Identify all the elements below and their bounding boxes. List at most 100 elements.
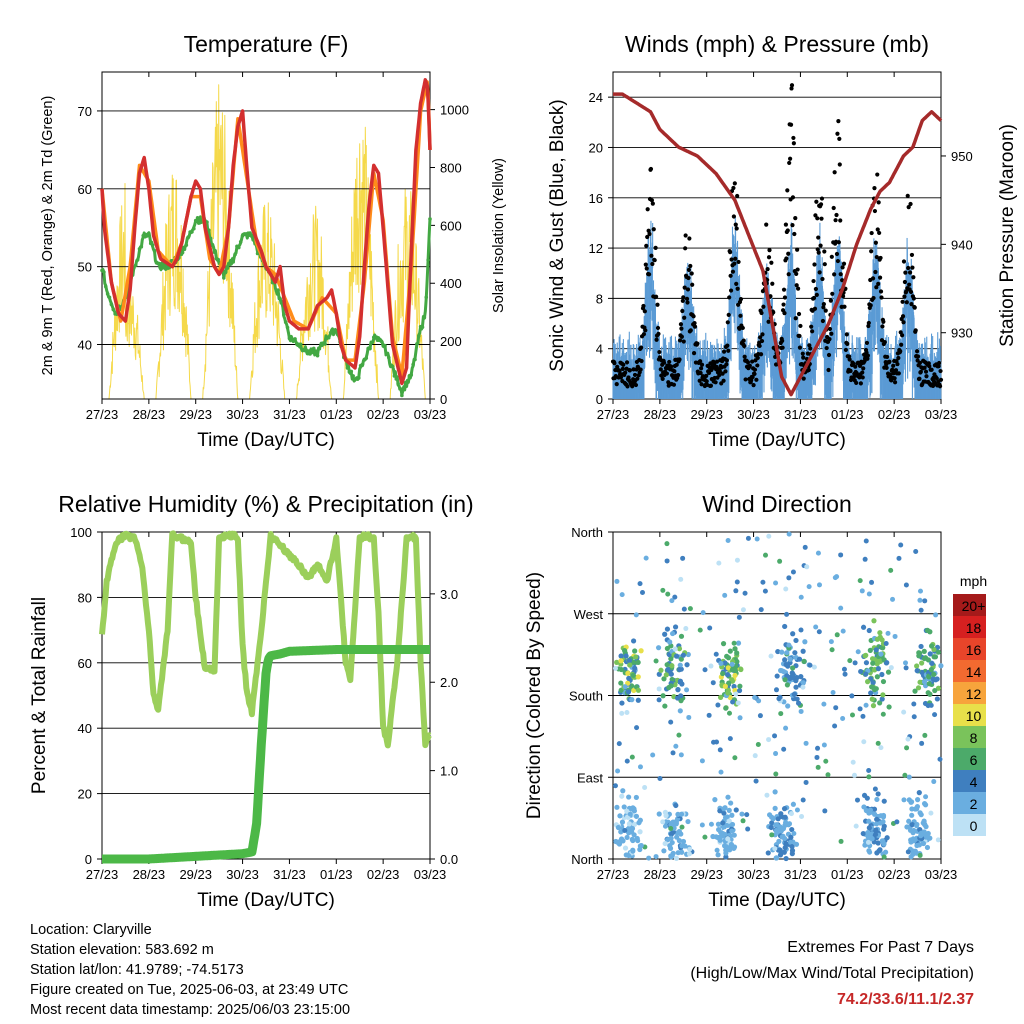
direction-point — [678, 831, 684, 837]
direction-point — [732, 755, 738, 761]
direction-point — [917, 852, 923, 858]
gust-point — [723, 369, 728, 374]
gust-point — [904, 300, 909, 305]
gust-point — [915, 349, 920, 354]
gust-point — [750, 359, 755, 364]
direction-point — [782, 623, 788, 630]
gust-point — [913, 328, 918, 333]
direction-point — [914, 823, 920, 829]
gust-point — [786, 251, 791, 256]
gust-point — [896, 355, 901, 361]
y-axis-label: Percent & Total Rainfall — [29, 597, 50, 794]
direction-point — [734, 659, 740, 665]
direction-point — [800, 797, 806, 803]
direction-point — [763, 552, 769, 558]
x-tick-label: 31/23 — [784, 407, 817, 422]
direction-point — [669, 663, 675, 669]
direction-point — [798, 627, 804, 633]
direction-point — [672, 594, 678, 600]
gust-point — [791, 141, 796, 146]
direction-point — [903, 660, 909, 666]
gust-point — [679, 326, 684, 331]
x-tick-label: 02/23 — [878, 407, 911, 422]
direction-point — [769, 814, 775, 820]
direction-point — [626, 853, 632, 859]
direction-point — [629, 697, 635, 703]
direction-point — [874, 796, 880, 803]
x-tick-label: 29/23 — [690, 867, 723, 882]
gust-point — [833, 218, 838, 223]
direction-point — [618, 658, 624, 664]
gust-point — [699, 362, 705, 367]
direction-point — [875, 840, 881, 846]
direction-point — [778, 711, 784, 717]
plot-frame — [101, 531, 431, 860]
gust-point — [881, 319, 886, 324]
direction-point — [731, 832, 737, 838]
direction-point — [669, 598, 675, 604]
dewpoint-point — [195, 216, 200, 220]
direction-point — [875, 666, 881, 672]
direction-point — [834, 632, 840, 638]
y-tick-label: 4 — [596, 342, 603, 357]
colorbar-swatch — [953, 814, 986, 836]
direction-point — [785, 822, 791, 828]
direction-point — [935, 649, 941, 655]
gust-point — [838, 218, 843, 223]
direction-point — [670, 750, 676, 756]
direction-point — [727, 736, 733, 742]
extremes-subtitle: (High/Low/Max Wind/Total Precipitation) — [690, 965, 974, 982]
direction-point — [868, 690, 874, 696]
gust-point — [861, 366, 866, 371]
y2-tick-label: 930 — [951, 326, 973, 341]
direction-point — [840, 628, 846, 634]
direction-point — [769, 832, 775, 838]
gust-point — [641, 303, 646, 309]
gust-point — [873, 269, 878, 275]
gust-point — [721, 349, 727, 354]
gust-point — [887, 359, 892, 364]
dewpoint-point — [416, 334, 421, 338]
direction-point — [724, 814, 730, 820]
direction-point — [866, 818, 872, 824]
gust-point — [826, 352, 832, 358]
direction-point — [626, 794, 632, 800]
gust-point — [706, 370, 712, 375]
direction-point — [931, 779, 937, 785]
humidity-line — [99, 530, 433, 749]
gust-point — [682, 315, 687, 320]
direction-point — [925, 657, 931, 663]
direction-point — [870, 660, 876, 666]
dewpoint-point — [223, 269, 228, 274]
direction-point — [773, 771, 779, 777]
direction-point — [633, 813, 640, 819]
gust-point — [632, 372, 638, 378]
gust-point — [645, 234, 650, 240]
gust-point — [808, 346, 813, 351]
direction-point — [866, 767, 872, 773]
direction-point — [905, 849, 911, 855]
x-tick-label: 02/23 — [367, 407, 400, 422]
y2-tick-label: 200 — [440, 334, 462, 349]
direction-point — [733, 588, 739, 594]
gust-point — [783, 222, 789, 227]
direction-point — [866, 825, 872, 831]
gust-point — [727, 295, 732, 300]
colorbar-label: 16 — [966, 642, 982, 658]
gust-point — [903, 270, 908, 275]
colorbar-swatch — [953, 770, 986, 792]
direction-point — [717, 837, 723, 843]
y-tick-label: 60 — [78, 656, 92, 671]
direction-point — [673, 743, 679, 749]
dewpoint-point — [216, 257, 221, 262]
direction-point — [800, 684, 806, 690]
direction-point — [780, 826, 787, 832]
colorbar-label: 6 — [970, 752, 978, 768]
direction-point — [624, 710, 630, 716]
x-tick-label: 02/23 — [367, 867, 400, 882]
gust-point — [892, 380, 898, 385]
direction-point — [888, 567, 894, 573]
dewpoint-point — [111, 307, 116, 312]
gust-point — [832, 272, 837, 277]
direction-point — [699, 822, 705, 828]
